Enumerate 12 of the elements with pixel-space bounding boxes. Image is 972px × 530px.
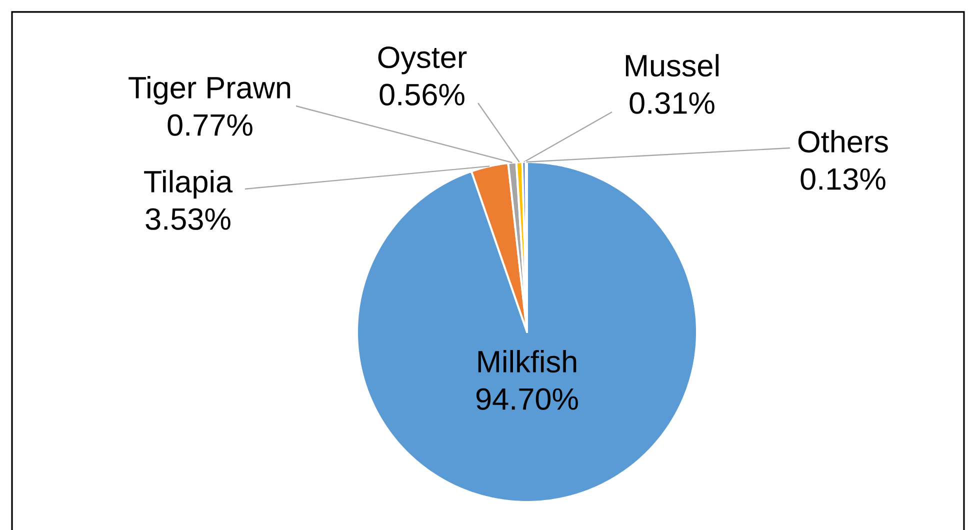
data-label: 3.53% [146,208,230,230]
slice-label: Milkfish [478,350,576,373]
data-label: 0.56% [380,84,464,106]
slice-label: Tiger Prawn [128,76,290,105]
slice-label: Oyster [378,46,467,74]
slice-label: Tilapia [144,170,233,199]
data-label: 94.70% [476,388,578,410]
slice-label: Others [798,130,888,153]
data-label: 0.77% [168,114,252,136]
data-label: 0.31% [630,92,714,114]
data-label: 0.13% [800,168,886,190]
slice-label: Mussel [626,54,719,77]
